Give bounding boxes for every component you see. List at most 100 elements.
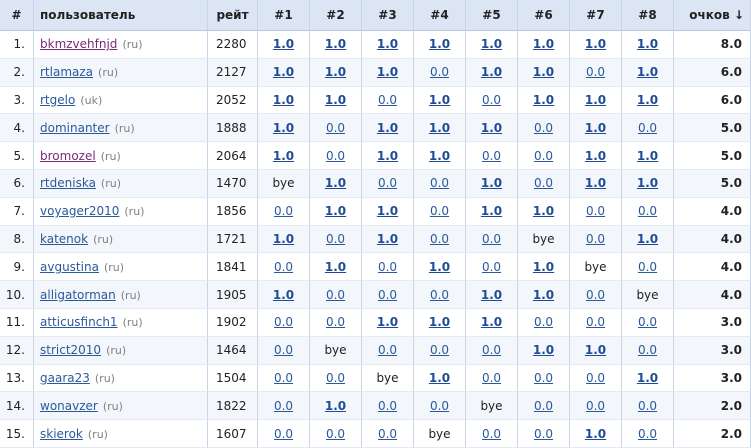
game-result-link[interactable]: 1.0 [636,37,659,52]
game-result-link[interactable]: 1.0 [376,315,399,330]
game-result-link[interactable]: 0.0 [429,287,450,302]
player-link[interactable]: voyager2010 [40,204,120,219]
game-result-link[interactable]: 0.0 [429,65,450,80]
game-result-link[interactable]: 0.0 [637,315,658,330]
game-result-link[interactable]: 1.0 [636,65,659,80]
game-result-link[interactable]: 0.0 [377,343,398,358]
header-round-6[interactable]: #6 [518,0,570,31]
game-result-link[interactable]: 1.0 [272,65,295,80]
game-result-link[interactable]: 1.0 [636,92,659,107]
game-result-link[interactable]: 1.0 [272,92,295,107]
game-result-link[interactable]: 0.0 [377,259,398,274]
game-result-link[interactable]: 0.0 [637,259,658,274]
game-result-link[interactable]: 0.0 [325,287,346,302]
game-result-link[interactable]: 1.0 [584,120,607,135]
game-result-link[interactable]: 1.0 [428,120,451,135]
game-result-link[interactable]: 0.0 [429,231,450,246]
header-score-sorted[interactable]: очков ↓ [674,0,751,31]
game-result-link[interactable]: 1.0 [324,204,347,219]
game-result-link[interactable]: 1.0 [636,370,659,385]
game-result-link[interactable]: 1.0 [480,37,503,52]
game-result-link[interactable]: 1.0 [272,148,295,163]
player-link[interactable]: avgustina [40,259,99,274]
game-result-link[interactable]: 0.0 [481,343,502,358]
game-result-link[interactable]: 1.0 [324,398,347,413]
player-link[interactable]: katenok [40,231,89,246]
game-result-link[interactable]: 1.0 [428,315,451,330]
game-result-link[interactable]: 1.0 [636,231,659,246]
game-result-link[interactable]: 1.0 [532,259,555,274]
game-result-link[interactable]: 0.0 [429,343,450,358]
game-result-link[interactable]: 0.0 [273,343,294,358]
game-result-link[interactable]: 1.0 [376,37,399,52]
header-round-7[interactable]: #7 [570,0,622,31]
game-result-link[interactable]: 0.0 [273,259,294,274]
game-result-link[interactable]: 0.0 [481,231,502,246]
player-link[interactable]: gaara23 [40,370,90,385]
game-result-link[interactable]: 0.0 [585,370,606,385]
game-result-link[interactable]: 0.0 [637,398,658,413]
game-result-link[interactable]: 0.0 [325,370,346,385]
game-result-link[interactable]: 0.0 [325,148,346,163]
game-result-link[interactable]: 1.0 [480,65,503,80]
game-result-link[interactable]: 0.0 [585,315,606,330]
game-result-link[interactable]: 0.0 [429,204,450,219]
game-result-link[interactable]: 1.0 [532,204,555,219]
header-rating[interactable]: рейт [208,0,258,31]
player-link[interactable]: rtgelo [40,92,76,107]
game-result-link[interactable]: 0.0 [533,370,554,385]
header-round-8[interactable]: #8 [622,0,674,31]
game-result-link[interactable]: 0.0 [377,287,398,302]
game-result-link[interactable]: 1.0 [272,287,295,302]
game-result-link[interactable]: 1.0 [376,65,399,80]
player-link[interactable]: rtdeniska [40,176,96,191]
header-round-5[interactable]: #5 [466,0,518,31]
game-result-link[interactable]: 0.0 [481,259,502,274]
player-link[interactable]: atticusfinch1 [40,315,118,330]
game-result-link[interactable]: 1.0 [272,231,295,246]
game-result-link[interactable]: 0.0 [273,398,294,413]
game-result-link[interactable]: 0.0 [481,148,502,163]
game-result-link[interactable]: 1.0 [584,176,607,191]
game-result-link[interactable]: 0.0 [325,120,346,135]
game-result-link[interactable]: 1.0 [584,343,607,358]
game-result-link[interactable]: 1.0 [428,92,451,107]
game-result-link[interactable]: 1.0 [532,92,555,107]
player-link[interactable]: wonavzer [40,398,98,413]
game-result-link[interactable]: 1.0 [480,204,503,219]
game-result-link[interactable]: 1.0 [324,259,347,274]
game-result-link[interactable]: 1.0 [532,65,555,80]
game-result-link[interactable]: 0.0 [481,370,502,385]
game-result-link[interactable]: 1.0 [480,120,503,135]
game-result-link[interactable]: 0.0 [377,92,398,107]
game-result-link[interactable]: 1.0 [324,176,347,191]
game-result-link[interactable]: 0.0 [377,176,398,191]
game-result-link[interactable]: 0.0 [585,398,606,413]
header-round-4[interactable]: #4 [414,0,466,31]
game-result-link[interactable]: 1.0 [324,65,347,80]
game-result-link[interactable]: 0.0 [533,176,554,191]
game-result-link[interactable]: 0.0 [637,343,658,358]
player-link[interactable]: bkmzvehfnjd [40,37,118,52]
game-result-link[interactable]: 1.0 [428,37,451,52]
game-result-link[interactable]: 0.0 [585,231,606,246]
game-result-link[interactable]: 1.0 [584,37,607,52]
game-result-link[interactable]: 0.0 [273,370,294,385]
player-link[interactable]: dominanter [40,120,110,135]
player-link[interactable]: alligatorman [40,287,116,302]
game-result-link[interactable]: 0.0 [585,287,606,302]
game-result-link[interactable]: 0.0 [377,398,398,413]
player-link[interactable]: bromozel [40,148,96,163]
player-link[interactable]: rtlamaza [40,65,94,80]
game-result-link[interactable]: 0.0 [533,315,554,330]
game-result-link[interactable]: 1.0 [636,176,659,191]
game-result-link[interactable]: 1.0 [272,37,295,52]
game-result-link[interactable]: 1.0 [324,37,347,52]
game-result-link[interactable]: 0.0 [325,315,346,330]
game-result-link[interactable]: 1.0 [376,231,399,246]
header-round-2[interactable]: #2 [310,0,362,31]
game-result-link[interactable]: 1.0 [584,148,607,163]
game-result-link[interactable]: 1.0 [480,176,503,191]
game-result-link[interactable]: 0.0 [585,204,606,219]
game-result-link[interactable]: 1.0 [272,120,295,135]
